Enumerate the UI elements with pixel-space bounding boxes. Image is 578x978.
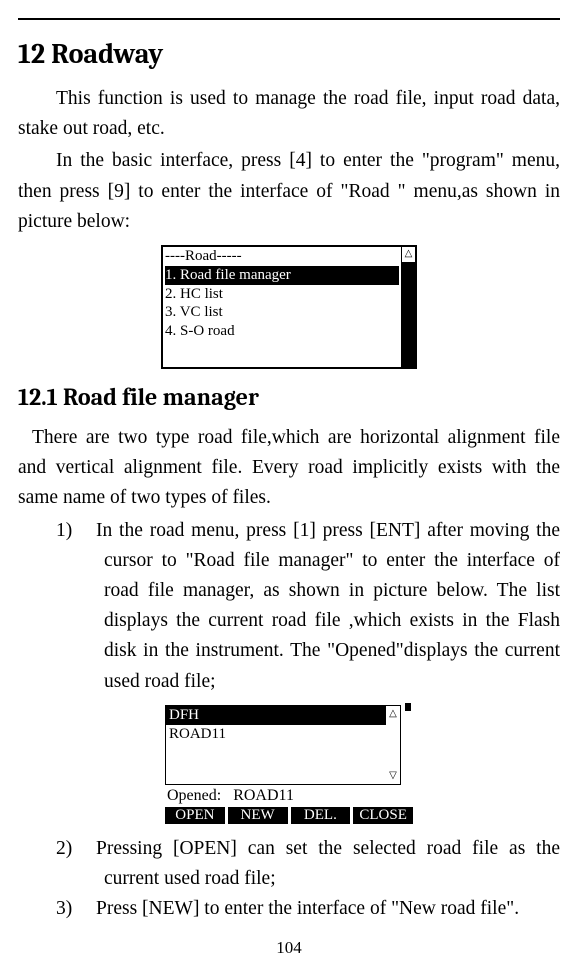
step-3: 3)Press [NEW] to enter the interface of … — [56, 894, 560, 924]
page-number: 104 — [0, 938, 578, 958]
step-1-text: In the road menu, press [1] press [ENT] … — [96, 520, 560, 692]
scroll-up-icon[interactable]: △ — [402, 247, 415, 262]
step-2-num: 2) — [56, 834, 96, 864]
menu-item-so-road[interactable]: 4. S-O road — [165, 322, 399, 341]
top-rule — [18, 18, 560, 20]
intro-para-1: This function is used to manage the road… — [18, 84, 560, 144]
intro-para-2: In the basic interface, press [4] to ent… — [18, 146, 560, 237]
open-button[interactable]: OPEN — [165, 807, 225, 824]
opened-status: Opened: ROAD11 — [165, 785, 413, 807]
list-scroll-down-icon[interactable]: ▽ — [387, 770, 399, 782]
menu-title: ----Road----- — [165, 247, 399, 266]
file-list-box: DFH ROAD11 △ ▽ — [165, 705, 401, 785]
step-3-num: 3) — [56, 894, 96, 924]
step-2-text: Pressing [OPEN] can set the selected roa… — [96, 838, 560, 889]
menu-item-road-file-manager[interactable]: 1. Road file manager — [165, 266, 399, 285]
section-heading: 12.1 Road file manager — [18, 383, 560, 411]
section-para: There are two type road file,which are h… — [18, 423, 560, 514]
file-row-road11[interactable]: ROAD11 — [166, 725, 400, 744]
menu-item-hc-list[interactable]: 2. HC list — [165, 285, 399, 304]
opened-label: Opened: — [167, 787, 221, 804]
new-button[interactable]: NEW — [228, 807, 288, 824]
step-1-num: 1) — [56, 516, 96, 546]
opened-value: ROAD11 — [233, 787, 294, 804]
menu-scrollbar[interactable]: △ — [401, 247, 415, 367]
step-1: 1)In the road menu, press [1] press [ENT… — [56, 516, 560, 697]
step-2: 2)Pressing [OPEN] can set the selected r… — [56, 834, 560, 894]
del-button[interactable]: DEL. — [291, 807, 351, 824]
step-3-text: Press [NEW] to enter the interface of "N… — [96, 898, 519, 919]
file-row-dfh[interactable]: DFH — [166, 706, 386, 725]
file-manager-buttons: OPEN NEW DEL. CLOSE — [165, 807, 413, 824]
chapter-heading: 12 Roadway — [18, 38, 560, 70]
road-menu-figure: ----Road----- 1. Road file manager 2. HC… — [161, 245, 417, 369]
outer-scroll-indicator — [403, 705, 413, 824]
menu-item-vc-list[interactable]: 3. VC list — [165, 303, 399, 322]
file-manager-figure: DFH ROAD11 △ ▽ Opened: ROAD11 OPEN NEW D… — [165, 705, 413, 824]
list-scroll-up-icon[interactable]: △ — [387, 708, 399, 720]
